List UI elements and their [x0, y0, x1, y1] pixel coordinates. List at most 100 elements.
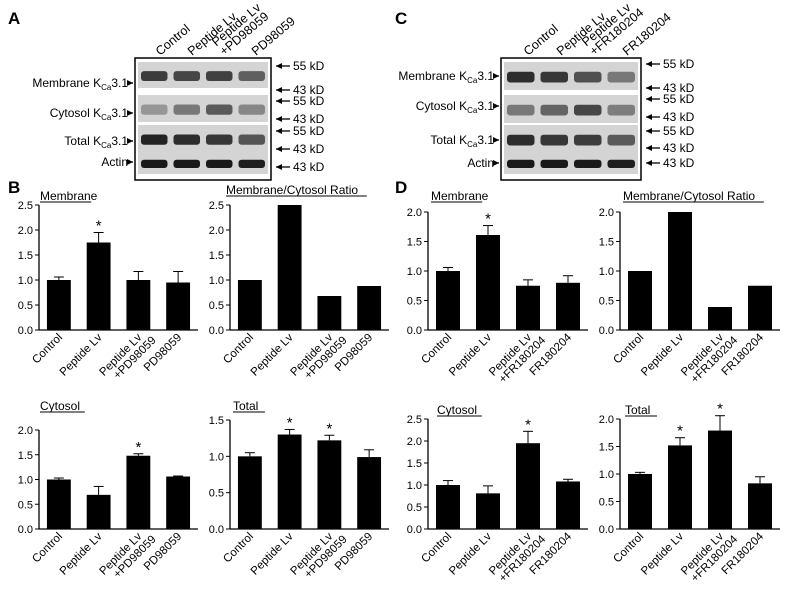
bar: [668, 445, 692, 529]
blot-band: [141, 71, 168, 81]
y-tick-label: 1.5: [407, 237, 422, 249]
bar: [668, 212, 692, 330]
y-tick-label: 2.0: [599, 207, 614, 219]
chart-title: Cytosol: [40, 399, 80, 413]
bar: [476, 235, 500, 330]
marker-label: 43 kD: [663, 81, 695, 95]
blot-band: [173, 71, 200, 81]
blot-band: [206, 104, 233, 115]
bar: [556, 481, 580, 529]
blot-band: [173, 134, 200, 145]
blot-arrowhead: [493, 137, 499, 143]
y-tick-label: 2.0: [18, 225, 33, 237]
blot-band: [507, 104, 535, 116]
y-tick-label: 1.5: [18, 450, 33, 462]
blot-band: [206, 134, 233, 145]
blot-row-label: Total KCa3.1: [430, 133, 494, 149]
y-tick-label: 2.0: [18, 425, 33, 437]
y-tick-label: 1.5: [18, 250, 33, 262]
bar: [277, 205, 302, 330]
y-tick-label: 0.5: [599, 497, 614, 509]
y-tick-label: 0.0: [209, 325, 224, 337]
blot-band: [574, 104, 602, 116]
chart-title: Membrane: [431, 189, 489, 203]
y-tick-label: 1.5: [209, 415, 224, 427]
panel-label-d: D: [395, 178, 407, 197]
marker-label: 43 kD: [663, 156, 695, 170]
blot-band: [574, 71, 602, 83]
marker-arrowhead: [646, 145, 652, 151]
significance-asterisk: *: [485, 211, 491, 228]
bar: [317, 440, 342, 529]
bar: [748, 483, 772, 529]
bar: [628, 474, 652, 529]
marker-arrowhead: [646, 114, 652, 120]
significance-asterisk: *: [135, 439, 141, 456]
bar: [126, 455, 151, 529]
bar: [86, 494, 111, 529]
blot-arrowhead: [127, 80, 133, 86]
blot-row-label: Cytosol KCa3.1: [50, 106, 129, 122]
blot-band: [540, 159, 568, 169]
blot-band: [540, 71, 568, 83]
y-tick-label: 0.0: [407, 325, 422, 337]
marker-label: 43 kD: [293, 160, 325, 174]
panel-label-b: B: [8, 178, 20, 197]
y-tick-label: 0.5: [407, 296, 422, 308]
marker-arrowhead: [276, 87, 282, 93]
blot-row-label: Membrane KCa3.1: [398, 69, 494, 85]
y-tick-label: 1.0: [209, 451, 224, 463]
blot-band: [238, 159, 265, 169]
bar: [476, 493, 500, 529]
blot-band: [540, 134, 568, 146]
blot-strip: [504, 152, 638, 174]
marker-arrowhead: [276, 146, 282, 152]
blot-row-label: Cytosol KCa3.1: [416, 99, 495, 115]
y-tick-label: 1.0: [18, 475, 33, 487]
bar: [46, 280, 71, 330]
marker-arrowhead: [646, 96, 652, 102]
bar: [357, 286, 382, 330]
y-tick-label: 2.5: [18, 200, 33, 212]
blot-arrowhead: [127, 159, 133, 165]
y-tick-label: 0.0: [599, 325, 614, 337]
y-tick-label: 1.5: [209, 250, 224, 262]
marker-arrowhead: [276, 116, 282, 122]
bar: [516, 443, 540, 529]
bar: [708, 306, 732, 330]
marker-label: 55 kD: [663, 92, 695, 106]
blot-band: [141, 134, 168, 145]
y-tick-label: 1.0: [599, 266, 614, 278]
y-tick-label: 1.0: [407, 480, 422, 492]
y-tick-label: 0.5: [407, 502, 422, 514]
blot-row-label: Actin: [467, 156, 494, 170]
blot-band: [507, 159, 535, 169]
marker-arrowhead: [646, 160, 652, 166]
y-tick-label: 1.0: [18, 275, 33, 287]
blot-band: [507, 134, 535, 146]
y-tick-label: 1.0: [407, 266, 422, 278]
chart-title: Membrane: [40, 189, 98, 203]
marker-label: 55 kD: [663, 124, 695, 138]
y-tick-label: 2.0: [599, 414, 614, 426]
blot-band: [238, 134, 265, 145]
y-tick-label: 0.0: [18, 325, 33, 337]
blot-arrowhead: [493, 73, 499, 79]
y-tick-label: 0.5: [209, 488, 224, 500]
blot-band: [574, 134, 602, 146]
chart-title: Membrane/Cytosol Ratio: [226, 183, 358, 197]
marker-arrowhead: [646, 85, 652, 91]
significance-asterisk: *: [287, 414, 293, 431]
blot-arrowhead: [493, 160, 499, 166]
marker-label: 55 kD: [293, 59, 325, 73]
blot-band: [607, 71, 635, 83]
y-tick-label: 0.5: [18, 300, 33, 312]
marker-arrowhead: [276, 98, 282, 104]
chart-title: Total: [233, 399, 258, 413]
marker-label: 43 kD: [293, 112, 325, 126]
marker-label: 55 kD: [293, 94, 325, 108]
blot-band: [141, 159, 168, 169]
bar: [436, 485, 460, 529]
marker-arrowhead: [646, 128, 652, 134]
